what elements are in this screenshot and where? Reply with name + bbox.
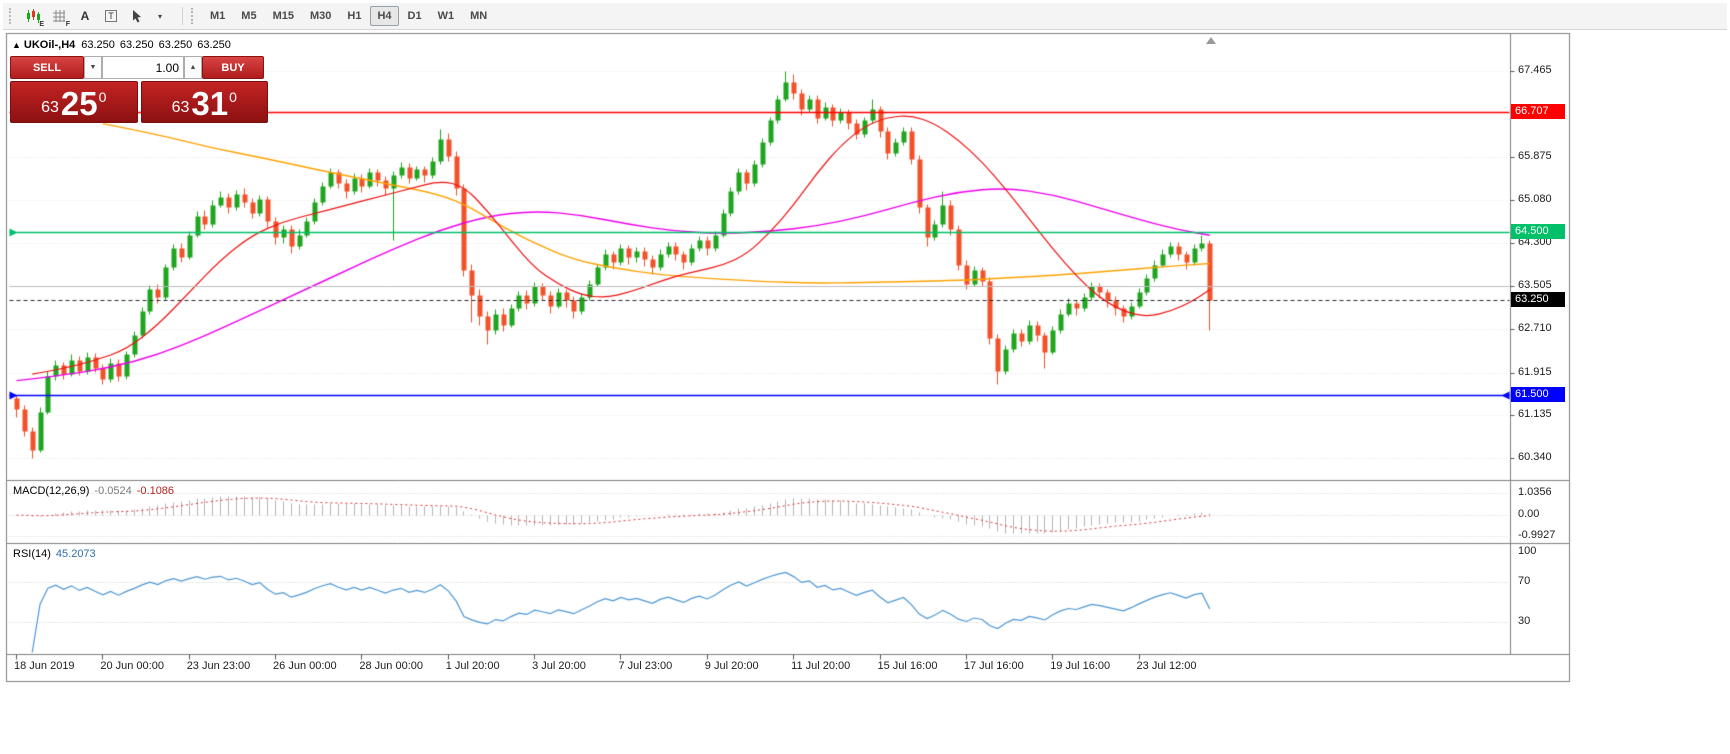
sell-button[interactable]: SELL [10, 56, 84, 79]
buy-button[interactable]: BUY [202, 56, 264, 79]
buy-price-button[interactable]: 63 31 0 [140, 81, 268, 123]
bid-prefix: 63 [41, 99, 59, 116]
ohlc-high: 63.250 [119, 39, 154, 51]
toolbar: E F A T ▾ M1 M5 M15 M30 H1 H4 D1 W1 MN [3, 3, 1727, 30]
time-axis[interactable]: 18 Jun 2019 20 Jun 00:00 23 Jun 23:00 26 Ju… [0, 0, 1510, 754]
price-line-badge-red: 66.707 [1511, 103, 1565, 119]
price-axis-label: 60.340 [1518, 451, 1552, 464]
timeframe-button-W1[interactable]: W1 [437, 10, 455, 22]
rsi-axis-label: 30 [1518, 615, 1531, 627]
price-axis-label: 65.080 [1518, 193, 1552, 206]
price-line-badge-green: 64.500 [1511, 224, 1565, 239]
collapse-arrow-icon[interactable]: ▲ [12, 40, 21, 50]
timeframe-button-D1[interactable]: D1 [407, 10, 422, 22]
time-axis-label: 28 Jun 00:00 [359, 660, 424, 672]
time-axis-label: 26 Jun 00:00 [273, 660, 337, 672]
price-axis[interactable]: 67.465 65.875 65.080 64.300 63.505 62.710 61.9… [1511, 0, 1570, 754]
font-tool-icon[interactable]: A [80, 9, 90, 23]
volume-down-button[interactable]: ▼ [84, 56, 102, 79]
bid-pipette: 0 [98, 89, 107, 105]
time-axis-label: 23 Jun 23:00 [186, 660, 251, 672]
time-axis-label: 15 Jul 16:00 [877, 660, 938, 672]
rsi-window-label: RSI(14) 45.2073 [13, 548, 96, 560]
macd-main-value: -0.0524 [94, 485, 132, 497]
timeframe-button-MN[interactable]: MN [470, 10, 488, 22]
rsi-value: 45.2073 [55, 548, 96, 560]
cursor-dropdown-icon[interactable]: ▾ [158, 11, 163, 21]
candlesticks-tool-icon[interactable]: E [21, 5, 45, 28]
text-label-tool-icon[interactable]: T [99, 5, 123, 28]
macd-axis-label: -0.9927 [1518, 528, 1556, 541]
macd-signal-value: -0.1086 [136, 485, 175, 497]
time-axis-label: 17 Jul 16:00 [963, 660, 1024, 672]
timeframe-button-M1[interactable]: M1 [210, 10, 226, 22]
time-axis-label: 20 Jun 00:00 [100, 660, 164, 672]
macd-axis-label: 1.0356 [1518, 485, 1552, 498]
toolbar-separator [182, 7, 183, 25]
time-axis-label: 11 Jul 20:00 [791, 660, 851, 672]
toolbar-grip[interactable] [9, 8, 15, 24]
symbol-info: ▲ UKOil-,H4 63.250 63.250 63.250 63.250 [12, 39, 236, 51]
timeframe-button-M30[interactable]: M30 [309, 10, 332, 22]
chart-shift-marker[interactable] [1206, 37, 1216, 44]
rsi-name: RSI(14) [13, 548, 51, 560]
time-axis-label: 7 Jul 23:00 [618, 660, 673, 672]
cursor-tool-icon[interactable] [125, 5, 149, 28]
rsi-axis-label: 70 [1518, 575, 1531, 587]
timeframe-button-M5[interactable]: M5 [241, 10, 257, 22]
ask-pipette: 0 [229, 89, 237, 105]
symbol-label: UKOil-,H4 [23, 39, 76, 51]
time-axis-label: 18 Jun 2019 [14, 660, 75, 672]
volume-input[interactable] [102, 56, 184, 79]
toolbar-grip[interactable] [191, 8, 197, 24]
toolbar-tools-group: E F A T ▾ [20, 3, 176, 29]
grid-tool-icon[interactable]: F [47, 5, 71, 28]
price-axis-label: 61.915 [1518, 365, 1552, 378]
timeframe-button-M15[interactable]: M15 [272, 10, 294, 22]
timeframe-button-H4[interactable]: H4 [370, 6, 399, 26]
ohlc-close: 63.250 [197, 39, 231, 51]
volume-up-button[interactable]: ▲ [184, 56, 202, 79]
ohlc-low: 63.250 [158, 39, 193, 51]
ohlc-open: 63.250 [81, 39, 115, 51]
price-axis-label: 63.505 [1518, 279, 1552, 292]
rsi-axis-label: 100 [1518, 545, 1537, 557]
price-axis-label: 62.710 [1518, 322, 1552, 335]
timeframe-button-H1[interactable]: H1 [347, 10, 362, 22]
ask-big-digits: 31 [191, 85, 229, 122]
macd-axis-label: 0.00 [1518, 507, 1540, 520]
timeframe-toolbar: M1 M5 M15 M30 H1 H4 D1 W1 MN [202, 3, 495, 29]
sell-price-button[interactable]: 63 25 0 [10, 81, 138, 123]
ask-prefix: 63 [171, 99, 190, 116]
price-line-badge-blue: 61.500 [1511, 387, 1565, 403]
time-axis-label: 9 Jul 20:00 [704, 660, 759, 672]
current-price-badge: 63.250 [1511, 292, 1565, 308]
bid-big-digits: 25 [60, 85, 98, 122]
price-axis-label: 65.875 [1518, 150, 1552, 163]
time-axis-label: 19 Jul 16:00 [1050, 660, 1111, 672]
price-axis-label: 67.465 [1518, 63, 1552, 76]
macd-name: MACD(12,26,9) [13, 485, 90, 497]
one-click-trading-panel: SELL ▼ ▲ BUY 63 25 0 63 31 0 [10, 56, 268, 123]
price-axis-label: 61.135 [1518, 408, 1552, 421]
time-axis-label: 1 Jul 20:00 [445, 660, 500, 672]
time-axis-label: 3 Jul 20:00 [532, 660, 586, 672]
macd-window-label: MACD(12,26,9) -0.0524 -0.1086 [13, 485, 174, 497]
time-axis-label: 23 Jul 12:00 [1136, 660, 1197, 672]
